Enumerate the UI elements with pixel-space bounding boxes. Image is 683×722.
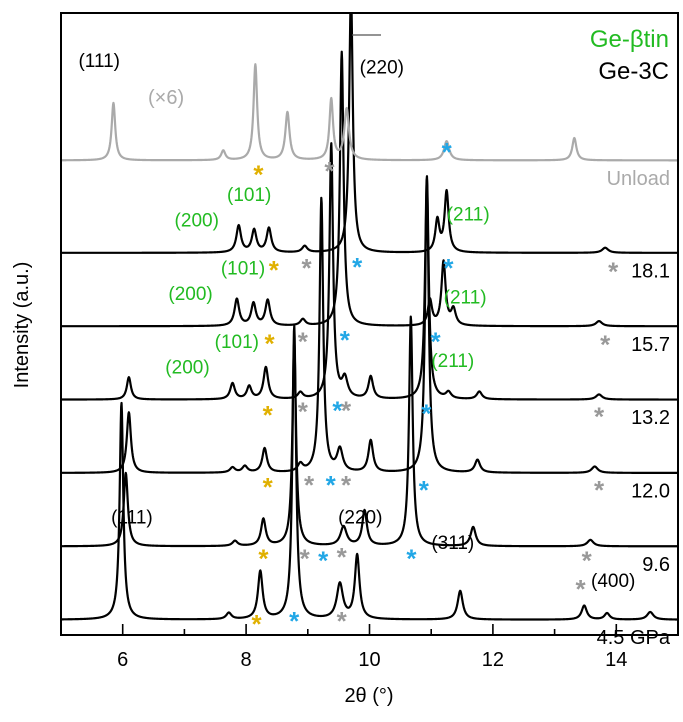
- series-line-4: [61, 50, 678, 328]
- label-layer: 4.5 GPa(111) (220)(311)(400)* * **9.6* * * * * *…: [78, 51, 670, 649]
- peak-label-5-0: (200): [175, 211, 219, 232]
- series-label-6: Unload: [607, 168, 670, 190]
- x-tick-label-14: 14: [605, 649, 627, 671]
- series-label-5: 18.1: [631, 260, 670, 282]
- phase-marker-3-5: *: [594, 402, 605, 432]
- phase-marker-0-3: *: [575, 574, 586, 604]
- series-label-0: 4.5 GPa: [597, 627, 671, 649]
- phase-marker-4-4: *: [600, 330, 611, 360]
- peak-label-4-0: (200): [168, 284, 212, 305]
- peak-label-0-3: (400): [591, 571, 635, 592]
- phase-marker-1-1: *: [300, 543, 311, 573]
- phase-marker-2-0: *: [263, 472, 274, 502]
- phase-marker-5-4: *: [608, 256, 619, 286]
- peak-label-5-1: (101): [227, 185, 271, 206]
- series-layer: [61, 13, 678, 621]
- legend-ge-betatin: Ge-βtin: [590, 26, 669, 53]
- phase-marker-3-2: *: [332, 395, 343, 425]
- x-tick-label-6: 6: [117, 649, 128, 671]
- phase-marker-4-1: *: [298, 326, 309, 356]
- phase-marker-2-3: *: [341, 470, 352, 500]
- peak-label-5-2: (211): [447, 204, 490, 225]
- series-line-3: [61, 142, 678, 401]
- peak-label-3-0: (200): [165, 357, 209, 378]
- scale-note: (×6): [148, 87, 184, 109]
- peak-label-6-1: (220): [360, 58, 404, 79]
- x-axis: 6 8 10 12 14: [60, 624, 679, 671]
- phase-marker-0-0: *: [252, 609, 263, 639]
- phase-marker-1-2: *: [318, 545, 329, 575]
- phase-marker-4-3: *: [430, 326, 441, 356]
- peak-label-0-1: (220): [338, 507, 382, 528]
- phase-marker-5-3: *: [443, 253, 454, 283]
- x-axis-title: 2θ (°): [344, 685, 393, 707]
- phase-marker-0-2: *: [337, 606, 348, 636]
- series-label-2: 12.0: [631, 481, 670, 503]
- phase-marker-3-0: *: [263, 400, 274, 430]
- phase-marker-4-2: *: [340, 325, 351, 355]
- peak-label-0-0: (111): [111, 507, 153, 528]
- phase-marker-4-0: *: [264, 328, 275, 358]
- phase-marker-1-0: *: [258, 543, 269, 573]
- phase-marker-1-5: *: [582, 545, 593, 575]
- peak-label-0-2: (311): [431, 533, 474, 554]
- phase-marker-5-2: *: [352, 252, 363, 282]
- legend-ge-3c: Ge-3C: [598, 58, 669, 85]
- phase-marker-3-3: *: [341, 395, 352, 425]
- series-line-5: [61, 13, 678, 254]
- series-line-1: [61, 315, 678, 548]
- phase-marker-1-4: *: [406, 543, 417, 573]
- phase-marker-0-1: *: [289, 606, 300, 636]
- phase-marker-5-1: *: [302, 253, 313, 283]
- series-label-4: 15.7: [631, 334, 670, 356]
- series-label-1: 9.6: [642, 554, 670, 576]
- series-line-0: [61, 324, 678, 621]
- phase-marker-6-0: *: [253, 159, 264, 189]
- x-tick-label-8: 8: [241, 649, 252, 671]
- phase-marker-1-3: *: [337, 542, 348, 572]
- y-axis-title: Intensity (a.u.): [11, 262, 33, 389]
- peak-label-6-0: (111): [78, 51, 120, 72]
- x-tick-label-12: 12: [482, 649, 504, 671]
- phase-marker-6-2: *: [442, 137, 453, 167]
- phase-marker-5-0: *: [269, 255, 280, 285]
- phase-marker-2-5: *: [594, 475, 605, 505]
- phase-marker-6-1: *: [324, 156, 335, 186]
- peak-label-3-2: (211): [431, 351, 474, 372]
- phase-marker-2-2: *: [326, 470, 337, 500]
- peak-label-4-1: (101): [221, 259, 265, 280]
- series-line-6: [61, 63, 678, 162]
- phase-marker-2-4: *: [419, 475, 430, 505]
- phase-marker-3-1: *: [298, 397, 309, 427]
- series-label-3: 13.2: [631, 407, 670, 429]
- peak-label-4-2: (211): [444, 287, 487, 308]
- peak-label-3-1: (101): [215, 332, 259, 353]
- phase-marker-3-4: *: [421, 399, 432, 429]
- phase-marker-2-1: *: [304, 470, 315, 500]
- x-tick-label-10: 10: [358, 649, 380, 671]
- series-line-2: [61, 178, 678, 475]
